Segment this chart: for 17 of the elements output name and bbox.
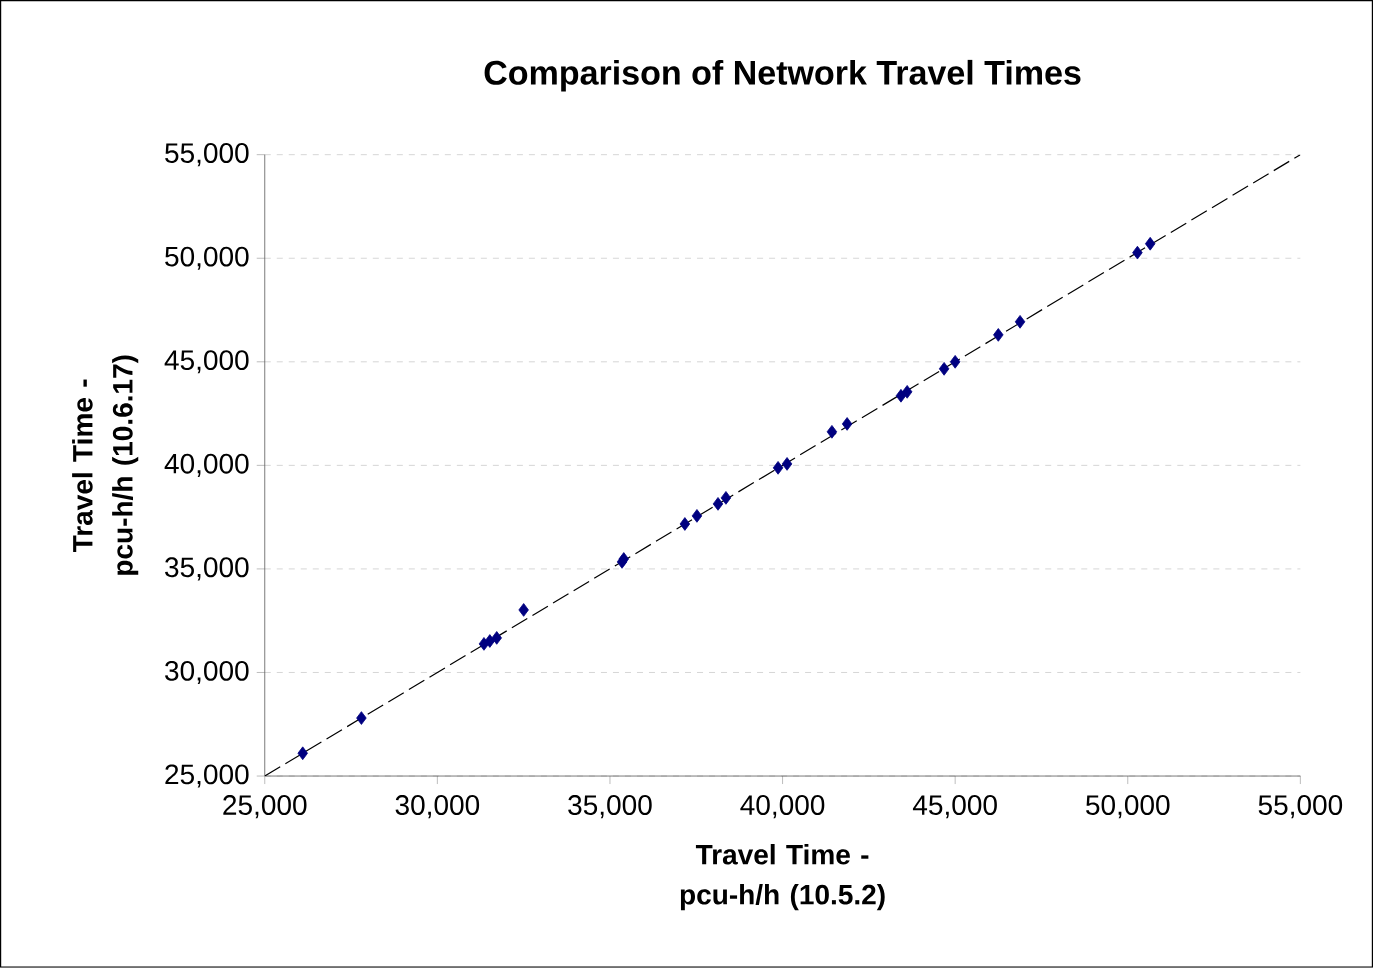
x-tick-label: 55,000 xyxy=(1258,795,1343,819)
x-tick-label: 50,000 xyxy=(1086,795,1170,819)
y-tick-label: 55,000 xyxy=(165,143,249,167)
x-tick-label: 25,000 xyxy=(223,795,307,819)
y-tick-label: 40,000 xyxy=(164,453,249,478)
x-tick-label: 45,000 xyxy=(912,795,997,819)
x-tick-label: 35,000 xyxy=(568,795,652,819)
x-tick-label: 40,000 xyxy=(740,795,825,819)
y-tick-label: 35,000 xyxy=(165,557,249,581)
y-tick-label: 50,000 xyxy=(165,246,249,270)
x-axis-title: Travel Time - pcu-h/h (10.5.2) xyxy=(680,844,885,911)
y-tick-label: 30,000 xyxy=(165,661,249,685)
y-axis-title: Travel Time - pcu-h/h (10.6.17) xyxy=(72,355,139,575)
chart-title: Comparison of Network Travel Times xyxy=(484,60,1081,92)
y-tick-label: 45,000 xyxy=(164,350,249,374)
y-tick-label: 25,000 xyxy=(165,764,249,788)
x-tick-label: 30,000 xyxy=(395,795,480,819)
